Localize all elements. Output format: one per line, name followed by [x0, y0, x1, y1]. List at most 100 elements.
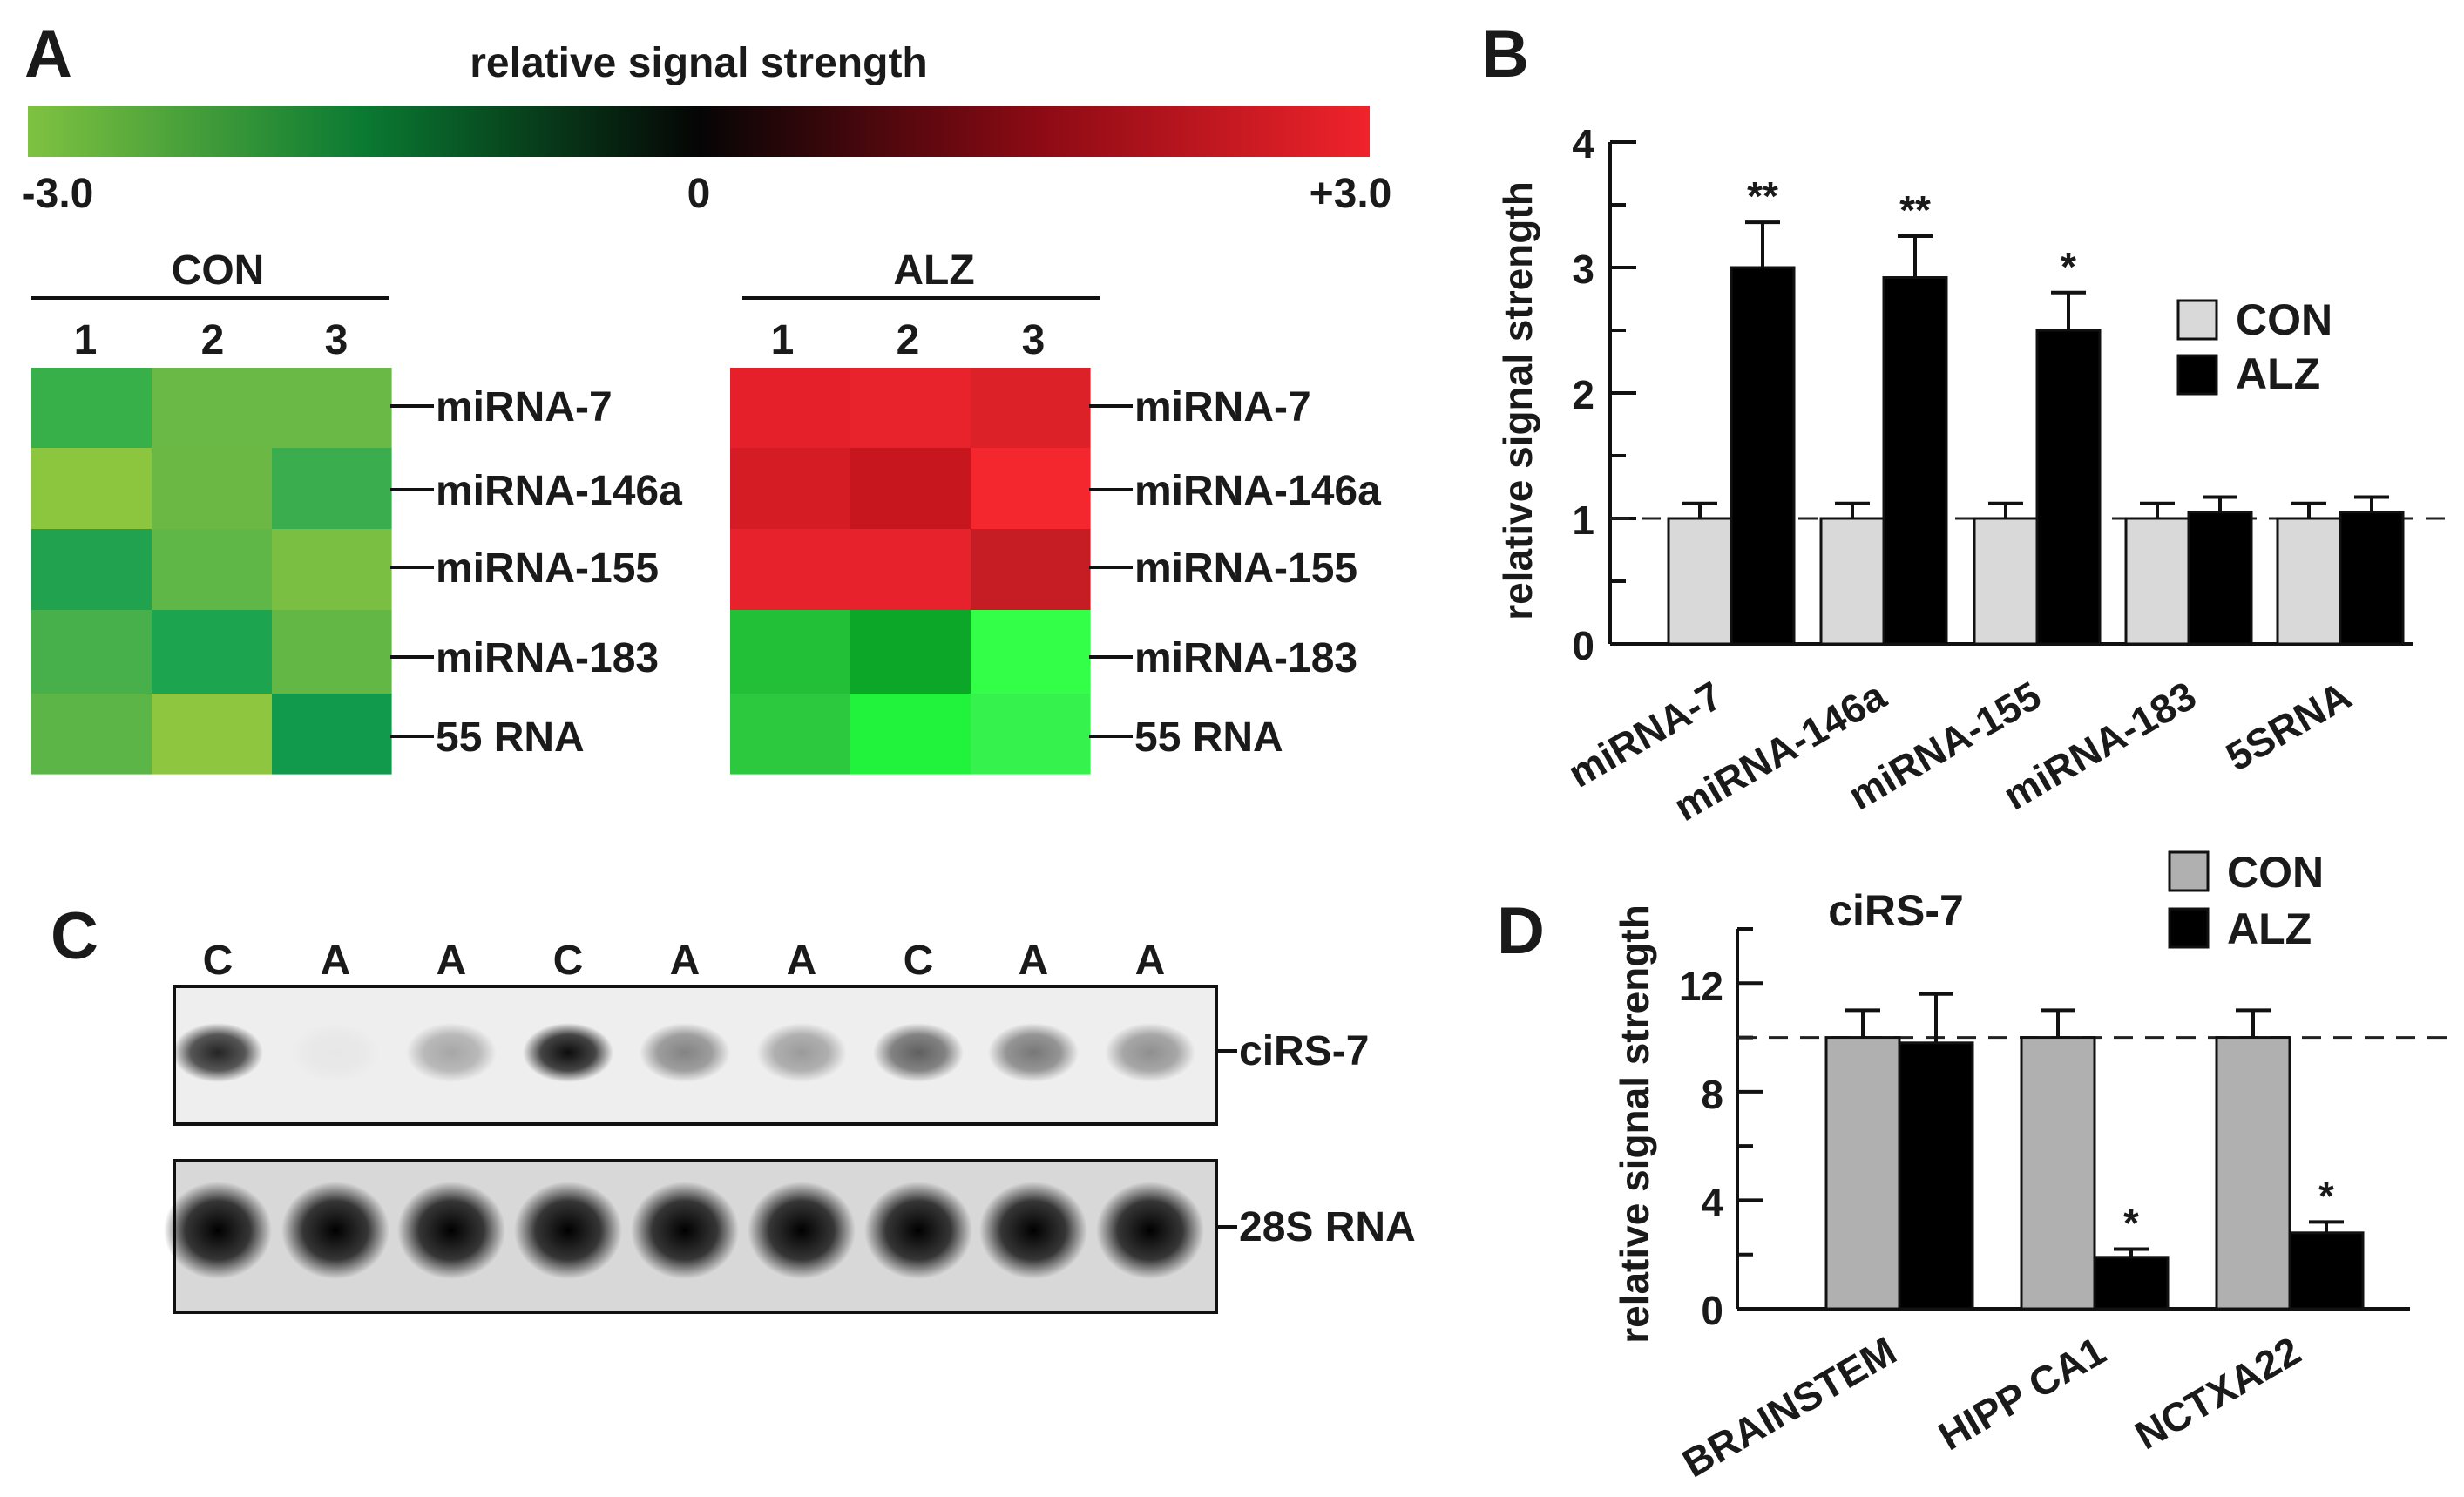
heatmap-alz-cell-r0-c0 [730, 368, 851, 449]
heatmap-con-cell-r2-c2 [272, 529, 392, 611]
heatmap-alz-cell-r0-c1 [850, 368, 971, 449]
chart-d-legend: CON ALZ [2168, 848, 2324, 953]
blot-cirs7-bands [173, 1023, 1195, 1082]
panel-c: C C A A C A A C A A ciRS-7 28S RNA [51, 899, 1416, 1314]
heatmap-con-cell-r4-c1 [152, 694, 273, 775]
chart-d-bars: ** [1824, 992, 2365, 1311]
colorbar-title: relative signal strength [470, 40, 928, 86]
blot-lane-labels: C A A C A A C A A [203, 938, 1166, 984]
heatmap-alz: ALZ 1 2 3 [730, 247, 1381, 775]
blot-28s-bands [164, 1182, 1204, 1279]
blot-lane-label-6: A [787, 938, 817, 984]
blot-28s-band-9 [1096, 1182, 1204, 1279]
chart-d-significance-1: * [2123, 1200, 2139, 1245]
chart-d-ytick-12: 12 [1679, 964, 1723, 1009]
blot-cirs7-band-7 [873, 1023, 964, 1082]
heatmap-alz-row-0: miRNA-7 [1134, 384, 1311, 430]
chart-d-ylabel: relative signal strength [1612, 904, 1657, 1344]
chart-d-bar-con-2 [2215, 1036, 2291, 1311]
heatmap-alz-cell-r1-c0 [730, 448, 851, 530]
heatmap-alz-col-3: 3 [1022, 317, 1046, 363]
blot-lane-label-7: C [904, 938, 934, 984]
heatmap-con-row-2: miRNA-155 [436, 545, 659, 592]
blot-28s-band-6 [748, 1182, 856, 1279]
heatmap-con-col-2: 2 [201, 317, 225, 363]
heatmap-alz-cell-r1-c1 [850, 448, 971, 530]
chart-d-yticks: 0 4 8 12 [1679, 964, 1724, 1333]
chart-d-bar-con-1 [2020, 1036, 2096, 1311]
blot-28s-label: 28S RNA [1239, 1204, 1416, 1250]
chart-b-bar-alz-2 [2035, 329, 2102, 646]
heatmap-con: CON 1 2 3 [31, 247, 682, 775]
blot-lane-label-9: A [1135, 938, 1166, 984]
chart-d-ytick-4: 4 [1701, 1180, 1723, 1225]
chart-b-bar-con-0 [1667, 517, 1733, 646]
heatmap-con-row-4: 55 RNA [436, 715, 585, 761]
panel-a: A relative signal strength -3.0 0 +3.0 C… [22, 17, 1392, 775]
heatmap-con-cell-r0-c2 [272, 368, 392, 449]
blot-28s-band-4 [514, 1182, 622, 1279]
chart-d-ytick-0: 0 [1701, 1288, 1723, 1333]
heatmap-con-row-0: miRNA-7 [436, 384, 613, 430]
chart-b-yticks: 0 1 2 3 4 [1572, 121, 1594, 668]
blot-28s-band-1 [164, 1182, 272, 1279]
chart-b-bar-con-3 [2124, 517, 2190, 646]
panel-b: B relative signal strength 0 1 2 3 4 ** *… [1481, 17, 2448, 830]
colorbar [28, 106, 1370, 157]
chart-b-bar-con-4 [2276, 517, 2342, 646]
blot-lane-label-3: A [437, 938, 467, 984]
panel-d-letter: D [1497, 894, 1545, 968]
blot-cirs7-band-5 [640, 1023, 730, 1082]
heatmap-con-cell-r4-c0 [31, 694, 152, 775]
blot-28s-band-8 [979, 1182, 1087, 1279]
blot-28s: 28S RNA [164, 1159, 1416, 1314]
chart-b-bar-alz-3 [2187, 511, 2253, 646]
heatmap-con-col-1: 1 [74, 317, 98, 363]
heatmap-alz-cell-r4-c2 [971, 694, 1091, 775]
panel-a-letter: A [24, 17, 72, 91]
heatmap-alz-row-3: miRNA-183 [1134, 635, 1357, 681]
chart-d-xlabel-2: NCTXA22 [2127, 1328, 2308, 1459]
heatmap-alz-row-2: miRNA-155 [1134, 545, 1357, 592]
heatmap-con-cell-r3-c2 [272, 610, 392, 694]
blot-cirs7-band-6 [756, 1023, 847, 1082]
heatmap-alz-cell-r3-c1 [850, 610, 971, 694]
blot-cirs7-band-1 [173, 1023, 263, 1082]
heatmap-alz-cell-r4-c1 [850, 694, 971, 775]
heatmap-alz-cell-r3-c2 [971, 610, 1091, 694]
chart-d-title: ciRS-7 [1828, 886, 1964, 935]
chart-b-ytick-4: 4 [1572, 121, 1594, 166]
heatmap-con-cell-r3-c0 [31, 610, 152, 694]
heatmap-con-cell-r3-c1 [152, 610, 273, 694]
heatmap-alz-cells [730, 368, 1091, 775]
chart-b-significance-2: * [2061, 244, 2076, 289]
heatmap-alz-cell-r1-c2 [971, 448, 1091, 530]
blot-lane-label-5: A [670, 938, 701, 984]
chart-d-bar-con-0 [1824, 1036, 1901, 1311]
chart-b-ylabel: relative signal strength [1495, 181, 1540, 620]
heatmap-alz-cell-r4-c0 [730, 694, 851, 775]
heatmap-alz-title: ALZ [893, 247, 974, 294]
chart-d-bar-alz-2 [2288, 1231, 2365, 1311]
blot-28s-band-2 [281, 1182, 389, 1279]
colorbar-max-label: +3.0 [1310, 171, 1392, 217]
chart-b-significance-0: ** [1747, 173, 1778, 219]
chart-b-ytick-2: 2 [1572, 372, 1594, 417]
panel-b-letter: B [1481, 17, 1529, 91]
blot-28s-band-5 [631, 1182, 739, 1279]
heatmap-con-cell-r2-c1 [152, 529, 273, 611]
chart-b-ytick-1: 1 [1572, 498, 1594, 543]
blot-cirs7-band-3 [406, 1023, 497, 1082]
heatmap-alz-cell-r2-c0 [730, 529, 851, 611]
heatmap-con-row-1: miRNA-146a [436, 468, 682, 514]
chart-b-ytick-0: 0 [1572, 623, 1594, 668]
chart-d-bar-alz-0 [1898, 1041, 1974, 1311]
blot-28s-band-7 [864, 1182, 972, 1279]
blot-cirs7-band-2 [290, 1023, 381, 1082]
chart-b-bar-alz-0 [1730, 266, 1796, 646]
heatmap-con-cell-r0-c1 [152, 368, 273, 449]
chart-b-bar-alz-4 [2339, 511, 2405, 646]
chart-b-bars: ** *** [1667, 173, 2405, 646]
chart-b-significance-1: ** [1899, 187, 1931, 233]
heatmap-alz-row-4: 55 RNA [1134, 715, 1283, 761]
